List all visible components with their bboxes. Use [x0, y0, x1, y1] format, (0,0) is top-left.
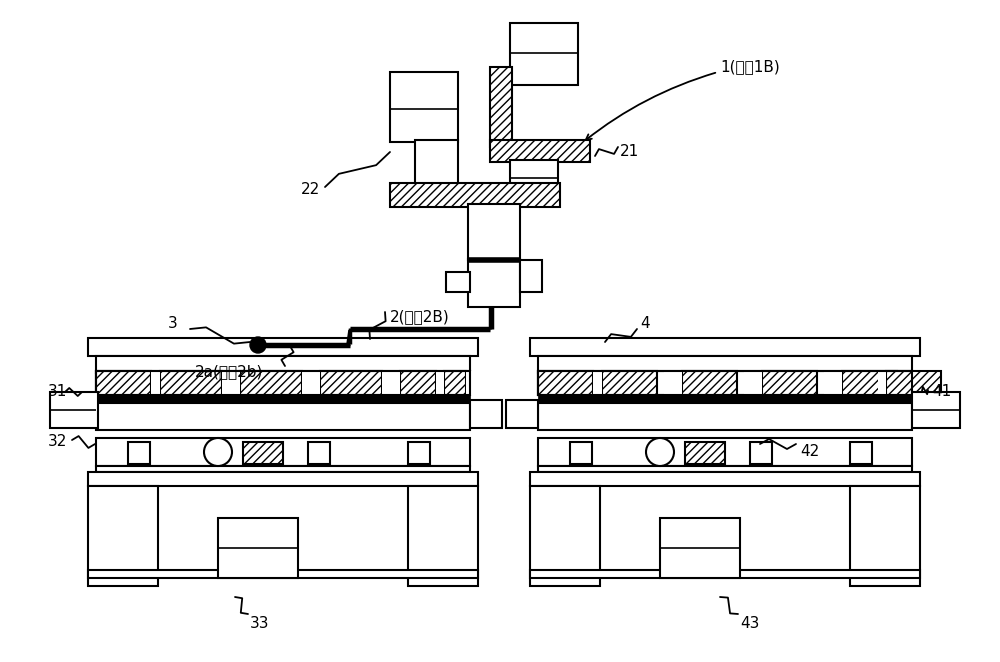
Bar [96, 371, 470, 395]
Bar [436, 371, 444, 395]
Bar [96, 356, 470, 373]
Bar [506, 400, 538, 428]
Bar [682, 371, 737, 395]
Bar [444, 371, 466, 395]
Bar [88, 472, 478, 486]
Bar [538, 371, 912, 395]
Bar [538, 371, 593, 395]
Bar [240, 371, 302, 395]
Bar [88, 570, 478, 578]
Bar [886, 371, 941, 395]
Bar [750, 442, 772, 464]
Bar [96, 395, 470, 403]
Bar [878, 371, 886, 395]
Bar [570, 442, 592, 464]
Text: 21: 21 [620, 144, 639, 160]
Bar [218, 518, 298, 578]
Bar [593, 371, 602, 395]
Bar [850, 442, 872, 464]
Bar [510, 160, 558, 194]
Bar [470, 400, 502, 428]
Bar [520, 260, 542, 292]
Bar [530, 472, 920, 486]
Bar [824, 371, 842, 395]
Bar [128, 442, 150, 464]
Bar [850, 486, 920, 586]
Bar [415, 140, 458, 184]
Bar [50, 392, 98, 428]
Bar [243, 442, 283, 464]
Bar [302, 371, 320, 395]
Text: 41: 41 [932, 385, 951, 399]
Text: 1(或者1B): 1(或者1B) [720, 60, 780, 75]
Text: 2a(或者2b): 2a(或者2b) [195, 365, 263, 379]
Bar [530, 486, 600, 586]
Bar [538, 356, 912, 373]
Bar [664, 371, 682, 395]
Bar [96, 403, 470, 430]
Bar [538, 466, 912, 472]
Text: 31: 31 [48, 385, 67, 399]
Bar [320, 371, 382, 395]
Bar [490, 140, 590, 162]
Text: 33: 33 [250, 616, 270, 632]
Bar [88, 338, 478, 356]
Bar [842, 371, 897, 395]
Bar [530, 338, 920, 356]
Bar [510, 23, 578, 85]
Bar [660, 518, 740, 578]
Bar [912, 392, 960, 428]
Bar [160, 371, 222, 395]
Text: 4: 4 [640, 316, 650, 332]
Bar [390, 72, 458, 142]
Circle shape [250, 337, 266, 353]
Bar [538, 403, 912, 430]
Text: 2(或者2B): 2(或者2B) [390, 310, 450, 324]
Bar [762, 371, 817, 395]
Bar [744, 371, 762, 395]
Circle shape [204, 438, 232, 466]
Bar [685, 442, 725, 464]
Bar [466, 371, 472, 395]
Bar [408, 442, 430, 464]
Bar [468, 204, 520, 260]
Bar [446, 272, 470, 292]
Text: 43: 43 [740, 616, 759, 632]
Text: 42: 42 [800, 444, 819, 459]
Bar [530, 570, 920, 578]
Bar [222, 371, 240, 395]
Bar [538, 395, 912, 403]
Bar [96, 438, 470, 466]
Bar [490, 67, 512, 147]
Text: 22: 22 [301, 183, 320, 197]
Bar [151, 371, 160, 395]
Circle shape [646, 438, 674, 466]
Bar [382, 371, 400, 395]
Bar [96, 371, 470, 395]
Text: 32: 32 [48, 434, 67, 449]
Bar [538, 438, 912, 466]
Bar [390, 183, 560, 207]
Bar [602, 371, 657, 395]
Bar [408, 486, 478, 586]
Bar [96, 371, 151, 395]
Bar [468, 259, 520, 307]
Bar [88, 486, 158, 586]
Bar [538, 371, 912, 395]
Bar [96, 466, 470, 472]
Bar [400, 371, 436, 395]
Text: 3: 3 [168, 316, 178, 332]
Bar [308, 442, 330, 464]
